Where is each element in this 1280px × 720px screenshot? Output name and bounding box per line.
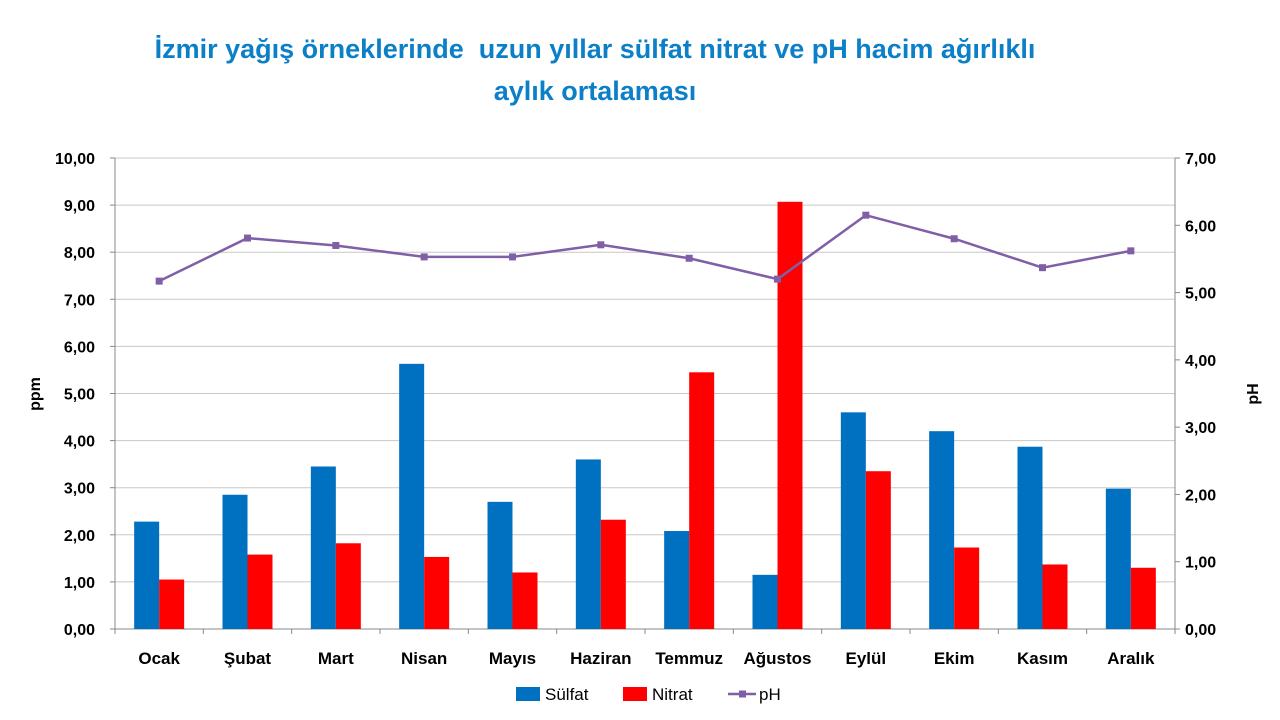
- y2-tick-label: 6,00: [1185, 218, 1216, 235]
- y-tick-label: 6,00: [64, 339, 95, 356]
- bar-s-lfat: [310, 466, 336, 629]
- bar-s-lfat: [487, 501, 513, 629]
- bar-s-lfat: [840, 412, 866, 629]
- ph-point: [950, 235, 958, 243]
- ph-point: [155, 277, 163, 285]
- x-category-label: Ocak: [138, 649, 180, 668]
- ph-point: [332, 241, 340, 249]
- y-tick-label: 4,00: [64, 434, 95, 451]
- y2-tick-label: 3,00: [1185, 420, 1216, 437]
- ph-point: [509, 253, 516, 261]
- bar-nitrat: [600, 519, 626, 629]
- x-category-label: Haziran: [570, 649, 631, 668]
- x-category-label: Temmuz: [655, 649, 723, 668]
- y2-tick-label: 0,00: [1185, 622, 1216, 639]
- bar-s-lfat: [575, 459, 601, 629]
- tick-labels: 0,00 1,00 2,00 3,00 4,00 5,00 6,00 7,00 8,00 9,00…: [55, 151, 1216, 668]
- y-tick-label: 0,00: [64, 622, 95, 639]
- x-category-label: Mart: [318, 649, 354, 668]
- bar-nitrat: [689, 372, 715, 629]
- bar-nitrat: [1042, 564, 1068, 629]
- ph-point: [1039, 264, 1046, 272]
- gridlines: [115, 157, 1175, 630]
- x-category-label: Kasım: [1017, 649, 1068, 668]
- bar-nitrat: [954, 547, 980, 629]
- bar-s-lfat: [752, 574, 778, 629]
- y2-axis-label: pH: [1245, 383, 1262, 404]
- x-category-label: Ağustos: [744, 649, 812, 668]
- y-tick-label: 10,00: [55, 151, 95, 168]
- ph-line: [155, 211, 1135, 285]
- bar-nitrat: [1130, 567, 1156, 629]
- x-category-label: Eylül: [846, 649, 887, 668]
- y-tick-label: 1,00: [64, 575, 95, 592]
- x-category-label: Aralık: [1107, 649, 1155, 668]
- bars: [134, 201, 1156, 630]
- y-tick-label: 9,00: [64, 198, 95, 215]
- ph-point: [597, 241, 605, 249]
- bar-nitrat: [512, 572, 538, 629]
- bar-nitrat: [777, 201, 803, 630]
- legend-label: Nitrat: [652, 685, 693, 704]
- y-tick-label: 3,00: [64, 481, 95, 498]
- bar-s-lfat: [929, 431, 955, 629]
- legend-marker: [739, 690, 746, 698]
- bar-s-lfat: [134, 521, 160, 629]
- ph-point: [244, 234, 251, 242]
- bar-s-lfat: [1017, 446, 1043, 629]
- ph-point: [862, 211, 870, 219]
- legend-swatch: [623, 687, 647, 701]
- legend-swatch: [516, 687, 540, 701]
- bar-s-lfat: [664, 531, 690, 629]
- chart-title: İzmir yağış örneklerinde uzun yıllar sül…: [0, 28, 1190, 112]
- bar-nitrat: [247, 554, 273, 629]
- ph-point: [1127, 247, 1135, 255]
- ph-point: [685, 254, 693, 262]
- chart-title-line-2: aylık ortalaması: [493, 76, 697, 106]
- ph-point: [420, 253, 428, 261]
- bar-nitrat: [424, 556, 450, 629]
- y-tick-label: 5,00: [64, 387, 95, 404]
- y-tick-label: 8,00: [64, 245, 95, 262]
- bar-nitrat: [159, 579, 185, 629]
- y-tick-label: 7,00: [64, 292, 95, 309]
- ph-point: [774, 275, 781, 283]
- y2-tick-label: 2,00: [1185, 487, 1216, 504]
- bar-s-lfat: [222, 494, 248, 629]
- y-axis-label: ppm: [27, 377, 44, 411]
- y2-tick-label: 7,00: [1185, 151, 1216, 168]
- ph-series-line: [158, 213, 1132, 283]
- x-category-label: Şubat: [224, 649, 272, 668]
- x-category-label: Ekim: [934, 649, 975, 668]
- legend: Sülfat Nitrat pH: [516, 685, 781, 704]
- x-category-label: Mayıs: [489, 649, 536, 668]
- y-tick-label: 2,00: [64, 528, 95, 545]
- legend-label: Sülfat: [545, 685, 589, 704]
- chart-title-line-1: İzmir yağış örneklerinde uzun yıllar sül…: [154, 34, 1036, 64]
- axes: [110, 157, 1180, 634]
- legend-label: pH: [759, 685, 781, 704]
- bar-nitrat: [335, 543, 361, 629]
- bar-s-lfat: [399, 363, 425, 629]
- bar-nitrat: [865, 471, 891, 629]
- y2-tick-label: 5,00: [1185, 286, 1216, 303]
- y2-tick-label: 4,00: [1185, 353, 1216, 370]
- bar-s-lfat: [1105, 488, 1131, 629]
- y2-tick-label: 1,00: [1185, 555, 1216, 572]
- x-category-label: Nisan: [401, 649, 447, 668]
